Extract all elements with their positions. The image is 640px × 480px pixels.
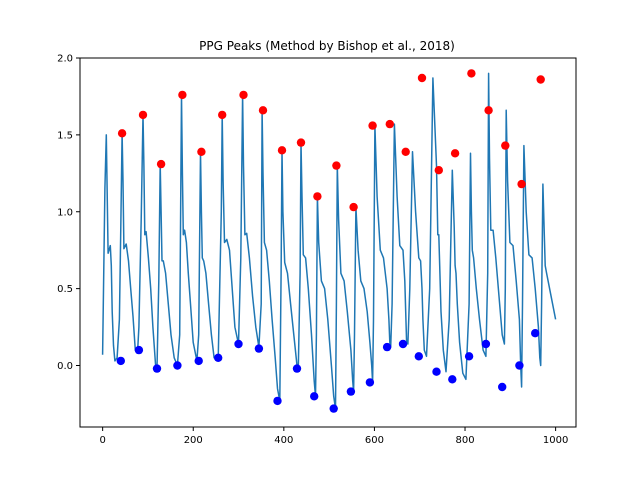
trough-marker — [464, 352, 474, 361]
axes-frame — [79, 57, 577, 428]
peak-marker — [517, 179, 526, 189]
chart-title: PPG Peaks (Method by Bishop et al., 2018… — [199, 39, 455, 53]
trough-marker — [365, 378, 375, 387]
peak-marker — [467, 69, 476, 78]
x-tick-label: 400 — [274, 435, 293, 446]
x-tick-label: 800 — [455, 435, 474, 446]
trough-marker — [398, 339, 408, 349]
trough-marker — [531, 329, 540, 338]
x-tick-label: 200 — [184, 435, 203, 446]
peak-marker — [258, 106, 268, 115]
y-tick-label: 2.0 — [57, 54, 73, 65]
x-tick-label: 1000 — [543, 435, 568, 446]
y-axis: 0.0 0.5 1.0 1.5 2.0 — [57, 54, 80, 372]
peak-marker — [501, 141, 510, 150]
peak-marker — [117, 129, 127, 138]
trough-marker — [481, 339, 491, 349]
peak-marker — [313, 192, 322, 201]
ppg-signal-line — [101, 72, 557, 410]
trough-marker — [134, 345, 144, 355]
trough-marker — [414, 352, 423, 361]
peak-marker — [349, 202, 358, 212]
trough-marker — [273, 396, 282, 406]
trough-marker — [498, 382, 507, 392]
x-tick-label: 0 — [99, 435, 105, 446]
peak-marker — [138, 110, 148, 120]
x-tick-label: 600 — [365, 435, 384, 446]
trough-marker — [329, 404, 338, 413]
peak-marker — [417, 73, 427, 83]
peak-marker — [401, 147, 410, 156]
trough-marker — [448, 375, 457, 384]
trough-marker — [292, 364, 302, 373]
y-tick-label: 1.0 — [57, 207, 73, 218]
peak-marker — [385, 119, 394, 129]
trough-marker — [194, 356, 203, 366]
peak-marker — [277, 146, 287, 155]
peak-marker — [368, 121, 377, 130]
peak-marker — [484, 106, 493, 115]
x-axis: 0 200 400 600 800 1000 — [99, 427, 568, 446]
y-tick-label: 0.0 — [57, 361, 73, 372]
peak-marker — [296, 138, 306, 147]
peak-marker — [536, 75, 545, 84]
peak-marker — [450, 149, 460, 158]
peak-marker — [218, 110, 227, 120]
trough-marker — [382, 342, 392, 352]
peak-marker — [156, 159, 166, 169]
trough-marker — [432, 367, 441, 376]
peak-marker — [178, 90, 187, 100]
trough-marker — [214, 353, 223, 362]
trough-marker — [116, 356, 126, 366]
peak-marker — [197, 147, 206, 156]
trough-marker — [515, 361, 524, 370]
trough-marker — [310, 392, 319, 401]
peak-marker — [239, 90, 248, 100]
peak-marker — [332, 161, 341, 170]
y-tick-label: 0.5 — [57, 284, 73, 295]
trough-marker — [152, 364, 162, 373]
trough-marker — [234, 339, 243, 349]
y-tick-label: 1.5 — [57, 130, 73, 141]
trough-marker — [173, 361, 182, 370]
trough-marker — [346, 387, 356, 396]
trough-marker — [254, 344, 264, 353]
plot-area — [101, 69, 557, 413]
peak-marker — [434, 166, 443, 175]
